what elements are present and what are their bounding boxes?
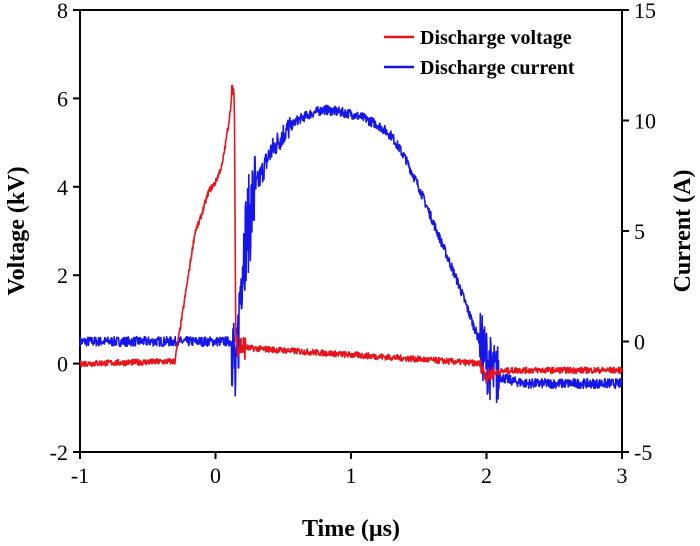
y-axis-left-title: Voltage (kV)	[4, 166, 30, 295]
x-axis-title: Time (µs)	[302, 516, 400, 542]
series-line-current	[79, 104, 623, 404]
legend: Discharge voltage Discharge current	[384, 27, 575, 79]
y-right-tick-label: 15	[634, 0, 656, 23]
y-left-tick-label: 4	[57, 175, 68, 200]
y-axis-right-title: Current (A)	[670, 170, 696, 293]
legend-label-current: Discharge current	[420, 57, 575, 79]
series-line-voltage	[79, 84, 623, 384]
y-left-tick-label: 0	[57, 352, 68, 377]
x-tick-label: 0	[210, 463, 221, 488]
y-left-tick-label: 2	[57, 263, 68, 288]
tick-layer: -1 0 1 2 3 -2 0 2 4 6 8 -5 0 5 10 15	[50, 0, 656, 488]
x-tick-label: -1	[71, 463, 89, 488]
legend-label-voltage: Discharge voltage	[420, 27, 572, 49]
y-right-tick-label: -5	[634, 440, 652, 465]
y-left-tick-label: 6	[57, 86, 68, 111]
y-left-tick-label: -2	[50, 440, 68, 465]
x-tick-label: 3	[617, 463, 628, 488]
x-tick-label: 1	[346, 463, 357, 488]
y-right-tick-label: 10	[634, 109, 656, 134]
x-tick-label: 2	[481, 463, 492, 488]
series-layer	[79, 84, 623, 404]
y-right-tick-label: 5	[634, 219, 645, 244]
y-right-tick-label: 0	[634, 330, 645, 355]
y-left-tick-label: 8	[57, 0, 68, 23]
